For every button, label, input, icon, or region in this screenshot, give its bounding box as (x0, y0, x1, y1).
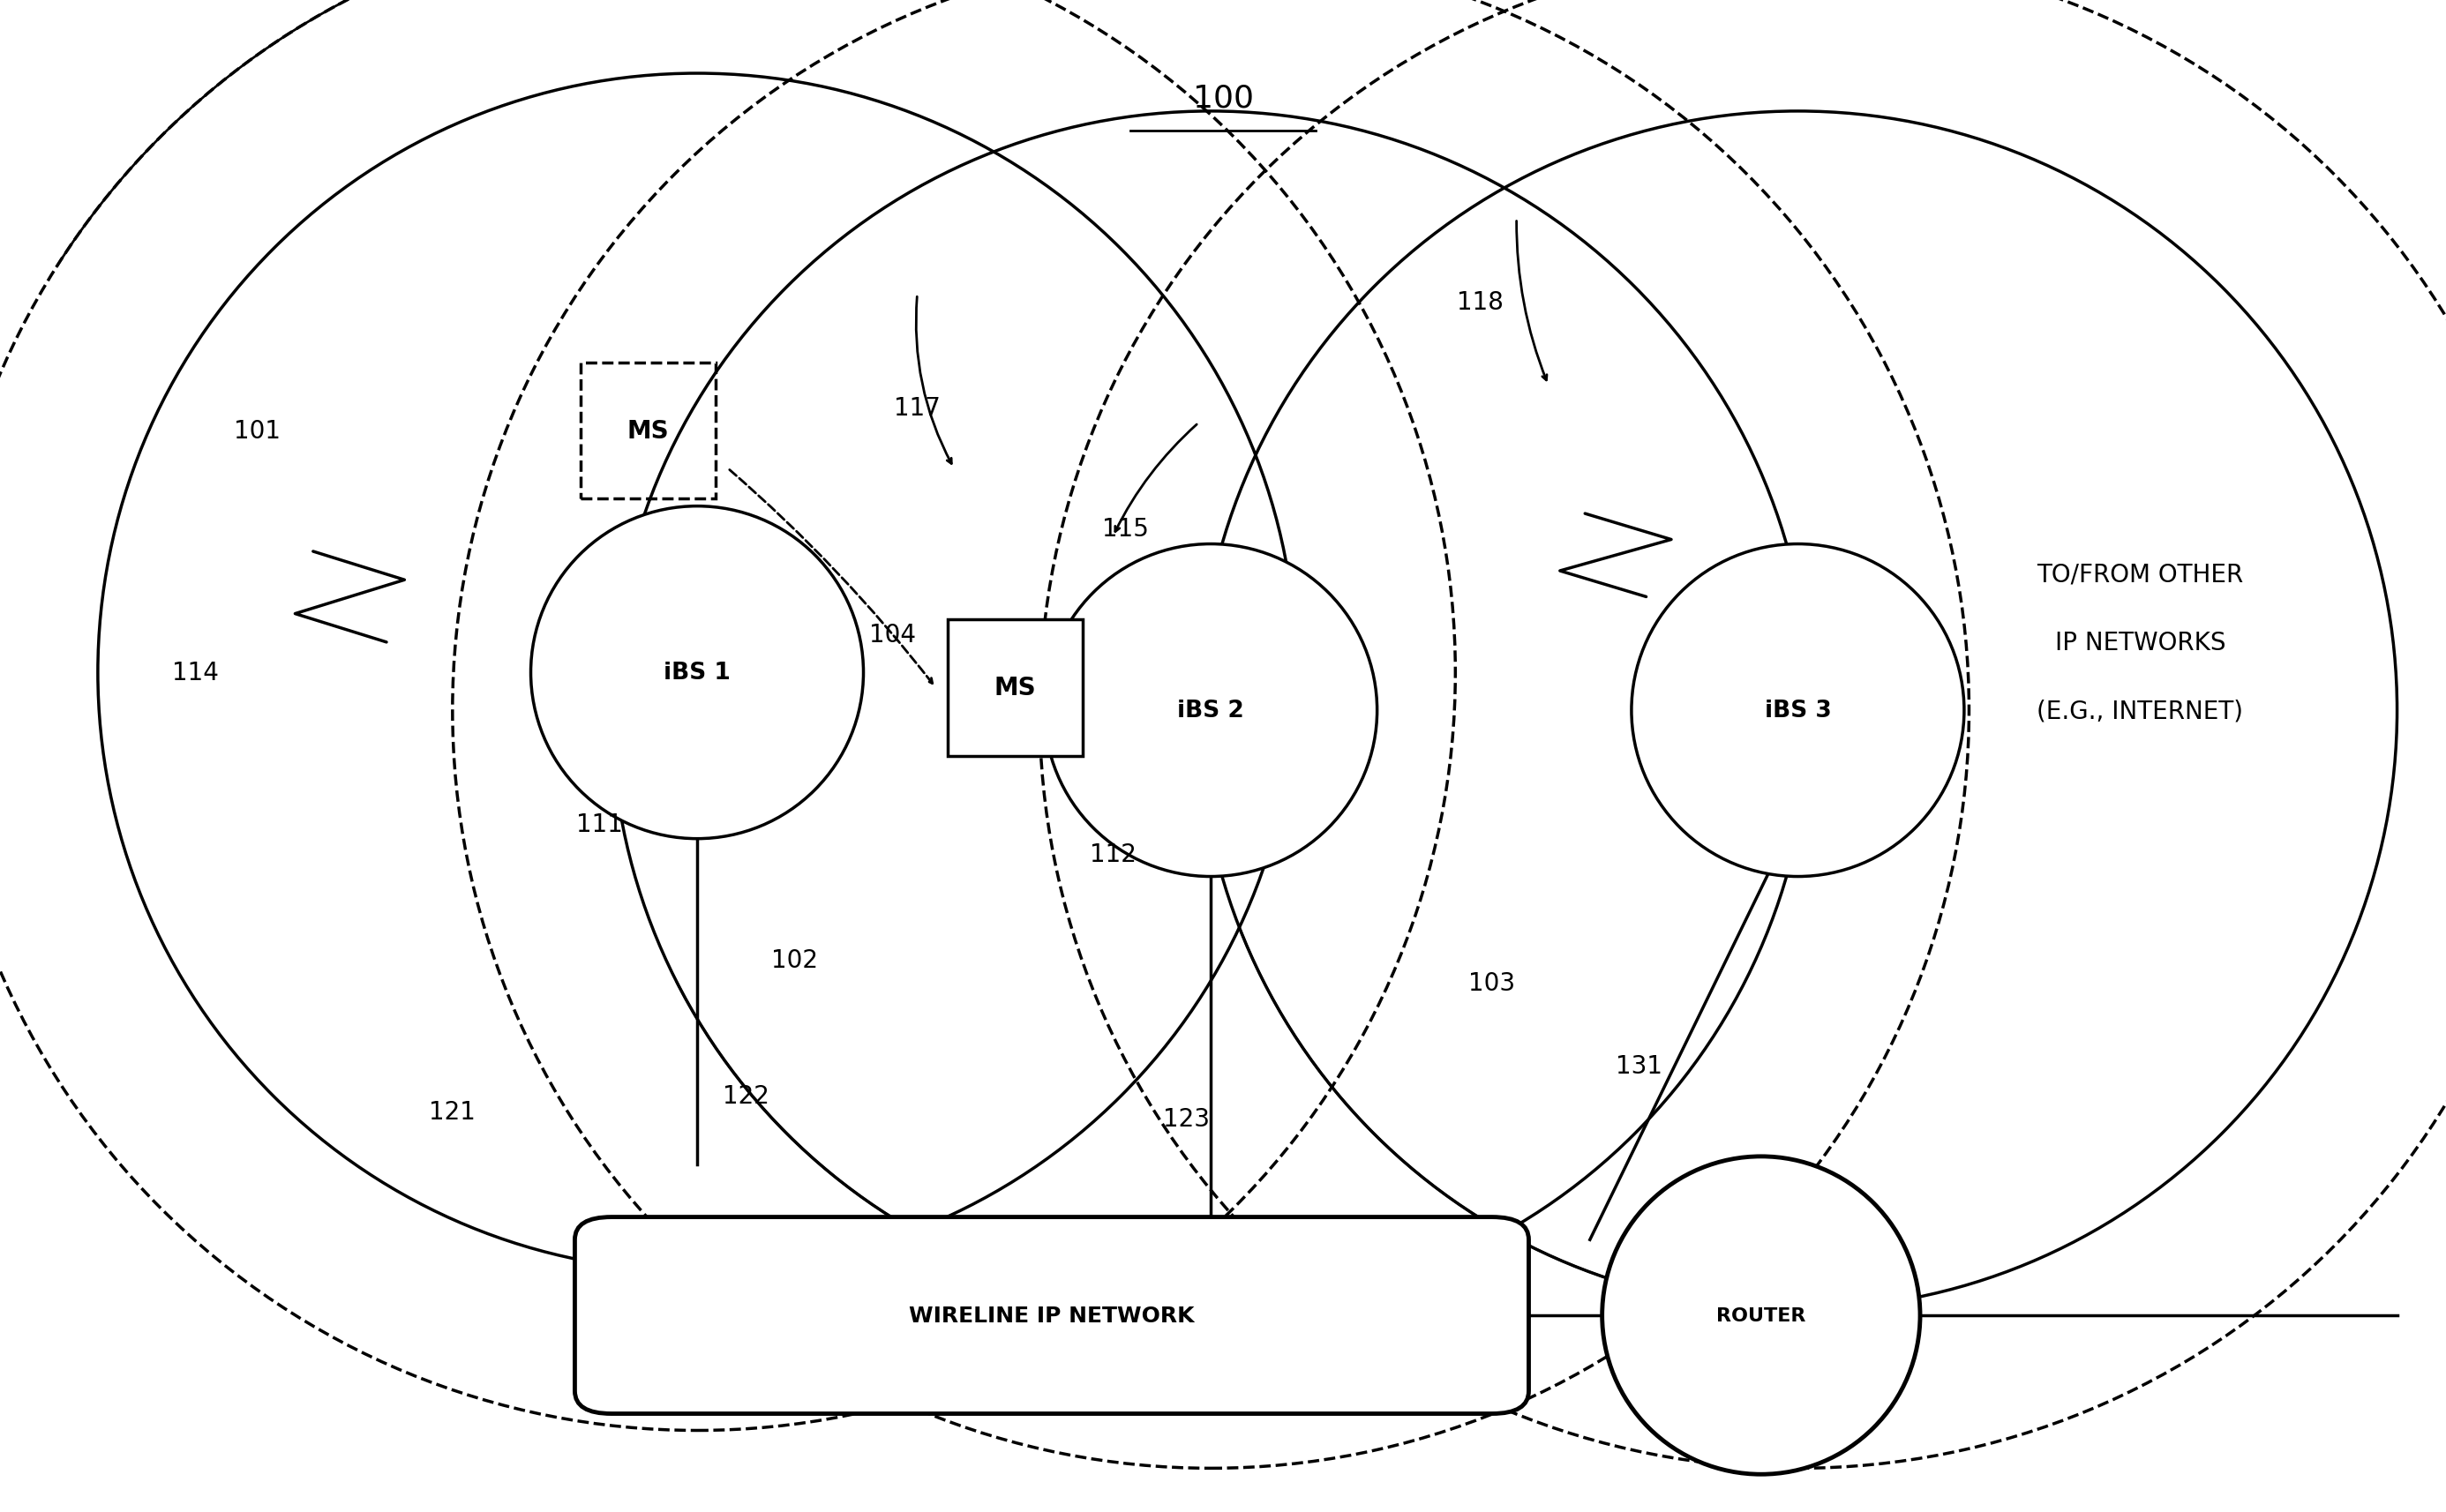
Text: 112: 112 (1088, 842, 1137, 866)
Text: IP NETWORKS: IP NETWORKS (2055, 631, 2226, 655)
Text: 117: 117 (893, 396, 942, 420)
FancyBboxPatch shape (947, 620, 1081, 756)
Ellipse shape (531, 507, 863, 839)
Text: 111: 111 (575, 812, 624, 836)
Text: 122: 122 (722, 1084, 770, 1108)
Ellipse shape (1602, 1157, 1920, 1474)
Text: 123: 123 (1162, 1107, 1211, 1131)
Text: MS: MS (626, 419, 670, 443)
Text: 114: 114 (171, 661, 220, 685)
Ellipse shape (1044, 544, 1377, 877)
Ellipse shape (1631, 544, 1964, 877)
Text: ROUTER: ROUTER (1717, 1306, 1805, 1325)
Text: 121: 121 (428, 1099, 477, 1123)
Text: 100: 100 (1194, 83, 1252, 113)
Text: MS: MS (993, 676, 1037, 700)
Text: 118: 118 (1455, 290, 1504, 314)
Text: 101: 101 (232, 419, 281, 443)
Text: 131: 131 (1614, 1054, 1663, 1078)
FancyBboxPatch shape (575, 1217, 1529, 1414)
Text: 102: 102 (770, 948, 819, 972)
Text: iBS 2: iBS 2 (1177, 699, 1245, 723)
Text: iBS 3: iBS 3 (1764, 699, 1832, 723)
Text: 103: 103 (1468, 971, 1517, 995)
Text: iBS 1: iBS 1 (663, 661, 731, 685)
Text: WIRELINE IP NETWORK: WIRELINE IP NETWORK (910, 1305, 1194, 1326)
Text: 104: 104 (868, 623, 917, 647)
Text: TO/FROM OTHER: TO/FROM OTHER (2038, 562, 2243, 587)
Text: (E.G., INTERNET): (E.G., INTERNET) (2038, 699, 2243, 723)
Text: 115: 115 (1101, 517, 1150, 541)
